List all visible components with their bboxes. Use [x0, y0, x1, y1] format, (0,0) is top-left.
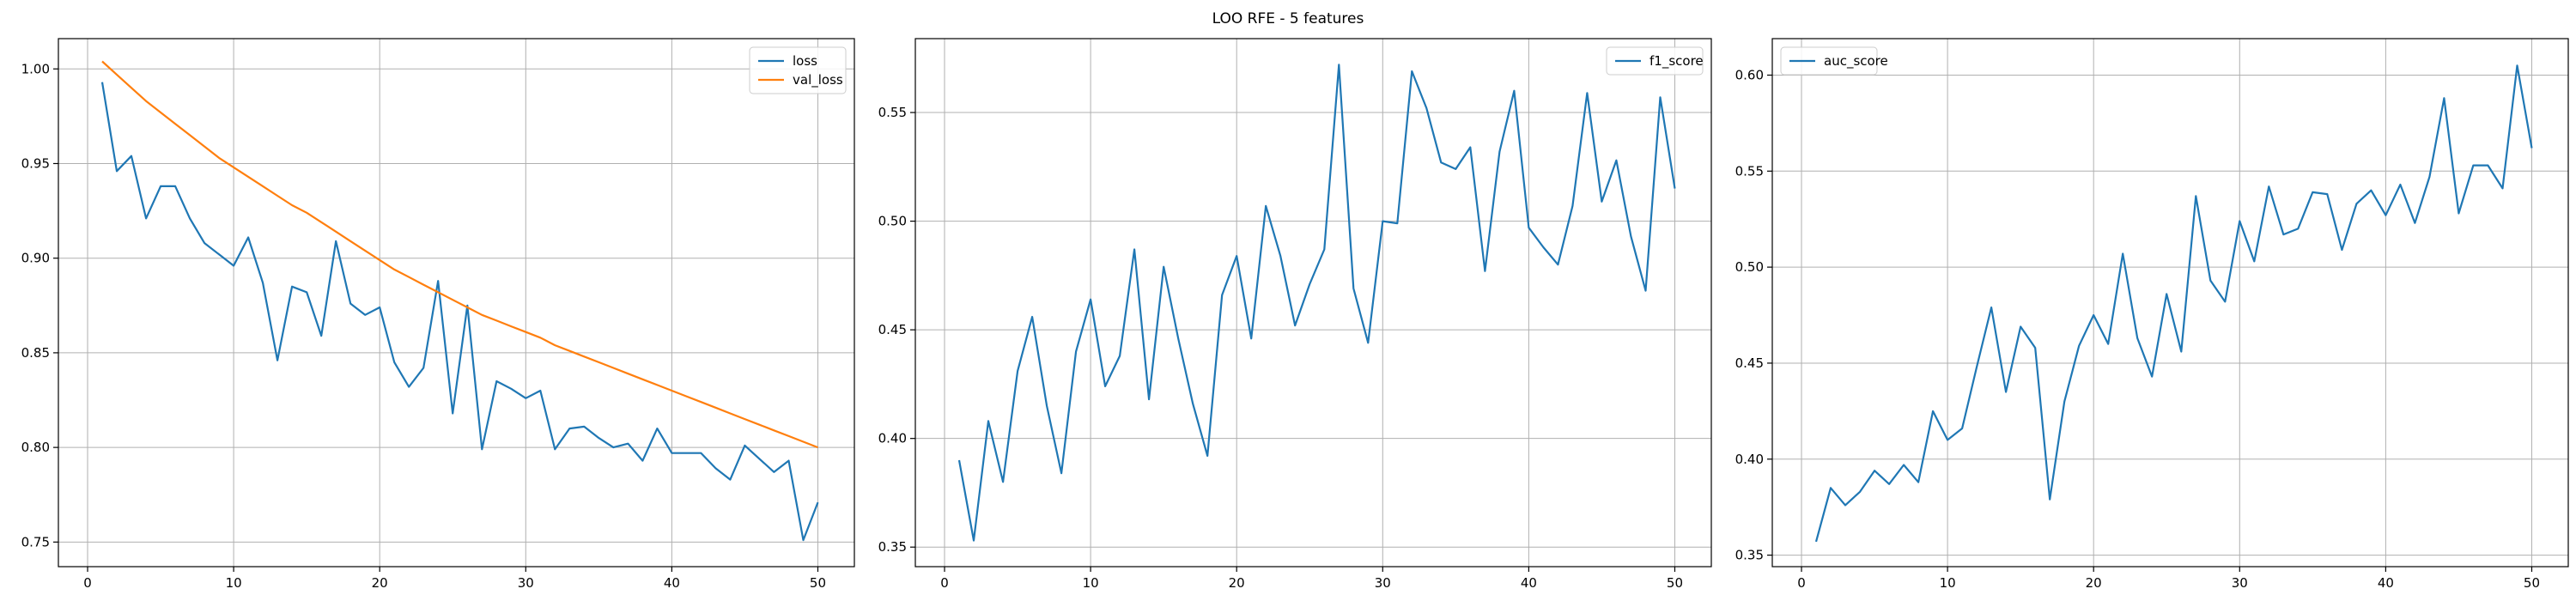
- x-tick-label: 20: [372, 575, 388, 591]
- y-tick-label: 0.60: [1735, 67, 1764, 82]
- y-tick-label: 0.80: [21, 440, 50, 455]
- y-tick-label: 1.00: [21, 61, 50, 76]
- x-tick-label: 50: [1667, 575, 1683, 591]
- y-tick-label: 0.85: [21, 345, 50, 361]
- x-tick-label: 0: [1797, 575, 1806, 591]
- series-line-f1_score: [957, 64, 1676, 542]
- y-tick-label: 0.35: [1735, 548, 1764, 563]
- x-tick-label: 0: [83, 575, 92, 591]
- y-tick-label: 0.45: [878, 322, 907, 337]
- legend-label: f1_score: [1649, 53, 1704, 70]
- x-tick-label: 30: [1375, 575, 1391, 591]
- loss-chart: 0 10 20 30 40 50 0.75 0.80 0.85 0.90 0.95 1.00 loss v…: [21, 38, 855, 591]
- legend: f1_score: [1606, 46, 1704, 76]
- legend-box: [1780, 46, 1878, 76]
- axes-frame: [58, 38, 855, 568]
- x-tick-label: 30: [518, 575, 534, 591]
- x-tick-label: 50: [810, 575, 826, 591]
- series-line-val_loss: [101, 60, 818, 449]
- x-tick-label: 10: [226, 575, 242, 591]
- legend: loss val_loss: [749, 46, 847, 94]
- y-tick-label: 0.75: [21, 534, 50, 549]
- x-tick-label: 10: [1940, 575, 1956, 591]
- x-tick-label: 30: [2232, 575, 2248, 591]
- y-tick-label: 0.55: [1735, 163, 1764, 179]
- series-line-auc_score: [1814, 64, 2533, 543]
- x-tick-label: 20: [1229, 575, 1245, 591]
- y-tick-label: 0.90: [21, 251, 50, 266]
- y-tick-label: 0.50: [878, 214, 907, 229]
- auc-score-chart: 0 10 20 30 40 50 0.35 0.40 0.45 0.50 0.55 0.60 auc_s…: [1735, 38, 2569, 591]
- x-tick-label: 40: [1521, 575, 1537, 591]
- legend-box: [1606, 46, 1704, 76]
- y-tick-label: 0.50: [1735, 259, 1764, 275]
- legend-label: val_loss: [793, 72, 843, 88]
- legend: auc_score: [1780, 46, 1888, 76]
- x-tick-label: 50: [2524, 575, 2540, 591]
- legend-box: [749, 46, 847, 94]
- x-tick-label: 10: [1083, 575, 1099, 591]
- y-tick-label: 0.40: [878, 431, 907, 446]
- axes-frame: [1771, 38, 2569, 568]
- x-tick-label: 40: [2378, 575, 2394, 591]
- axes-frame: [914, 38, 1712, 568]
- series-line-loss: [100, 82, 819, 542]
- figure-title: LOO RFE - 5 features: [1212, 10, 1364, 27]
- legend-label: loss: [793, 53, 817, 69]
- y-tick-label: 0.35: [878, 539, 907, 555]
- x-tick-label: 40: [664, 575, 680, 591]
- y-tick-label: 0.95: [21, 155, 50, 171]
- x-tick-label: 0: [940, 575, 949, 591]
- y-tick-label: 0.45: [1735, 355, 1764, 371]
- y-tick-label: 0.55: [878, 105, 907, 120]
- x-tick-label: 20: [2086, 575, 2102, 591]
- y-tick-label: 0.40: [1735, 452, 1764, 467]
- f1-score-chart: 0 10 20 30 40 50 0.35 0.40 0.45 0.50 0.55 f1_score: [878, 38, 1712, 591]
- legend-label: auc_score: [1824, 53, 1888, 70]
